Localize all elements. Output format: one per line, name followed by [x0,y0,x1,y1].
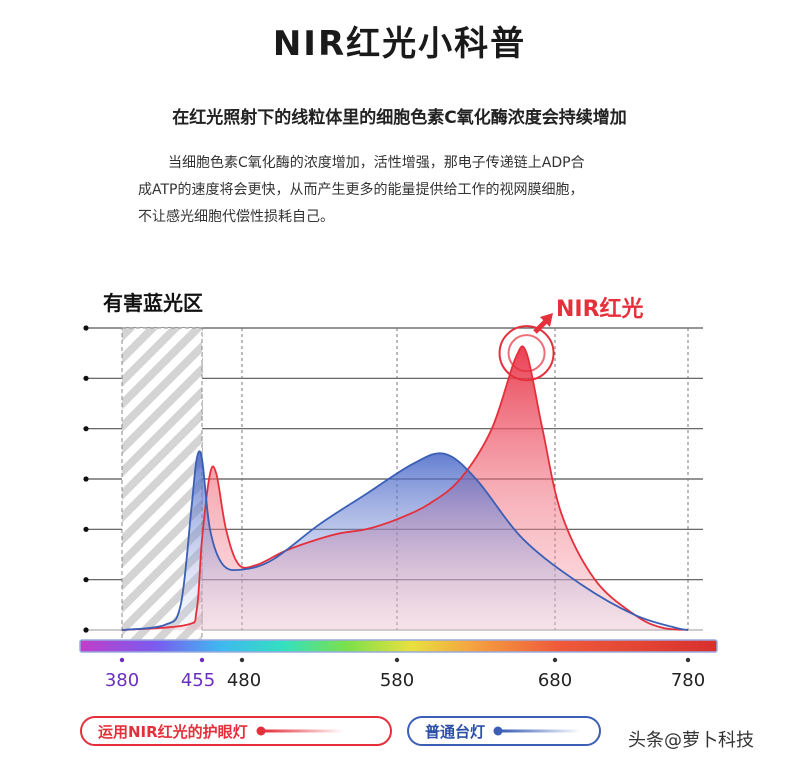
x-tick-dot [239,657,245,663]
x-axis-ticks: 380 455 480 580 680 780 [105,657,705,691]
paragraph-line-3: 不让感光细胞代偿性损耗自己。 [138,209,334,225]
y-axis-dot [83,325,89,331]
nir-peak-label: NIR红光 [556,296,644,322]
spectrum-bar [79,639,718,653]
normal-lamp-area [122,451,688,630]
x-tick-label: 580 [380,670,414,691]
y-axis-dot [83,476,89,482]
description-paragraph: 当细胞色素C氧化酶的浓度增加，活性增强，那电子传递链上ADP合 成ATP的速度将… [138,150,678,231]
y-axis-dot [83,526,89,532]
y-axis-dot [83,375,89,381]
x-tick-dot [394,657,400,663]
x-tick-label: 680 [538,670,572,691]
legend-lamp-swatch [493,726,582,736]
legend-normal-lamp: 普通台灯 [407,716,601,746]
x-tick-label: 455 [181,670,215,691]
page-title: NIR红光小科普 [272,24,527,64]
x-tick-label: 780 [671,670,705,691]
y-axis-dot [83,627,89,633]
x-tick-dot [685,657,691,663]
legend-nir-swatch [256,726,344,736]
legend-nir-label: 运用NIR红光的护眼灯 [98,722,248,741]
paragraph-line-2: 成ATP的速度将会更快，从而产生更多的能量提供给工作的视网膜细胞， [138,182,584,198]
nir-peak-arrow [533,313,553,334]
x-tick-label: 380 [105,670,139,691]
paragraph-line-1: 当细胞色素C氧化酶的浓度增加，活性增强，那电子传递链上ADP合 [168,155,585,171]
page-subtitle: 在红光照射下的线粒体里的细胞色素C氧化酶浓度会持续增加 [172,108,627,128]
spectrum-chart: 有害蓝光区 NIR红光 380 455 480 580 680 780 [79,291,718,691]
legend-nir-lamp: 运用NIR红光的护眼灯 [80,716,392,746]
nir-peak-marker [498,325,555,382]
x-tick-dot [119,657,125,663]
x-tick-label: 480 [227,670,261,691]
y-axis-dots [83,325,89,633]
watermark: 头条@萝卜科技 [628,730,754,751]
nir-lamp-line [121,345,689,631]
legend-lamp-label: 普通台灯 [425,722,486,741]
harmful-blue-region-label: 有害蓝光区 [103,291,203,315]
x-tick-dot [199,657,205,663]
y-axis-dot [83,577,89,583]
x-tick-dot [552,657,558,663]
y-axis-dot [83,426,89,432]
normal-lamp-line [121,450,689,631]
